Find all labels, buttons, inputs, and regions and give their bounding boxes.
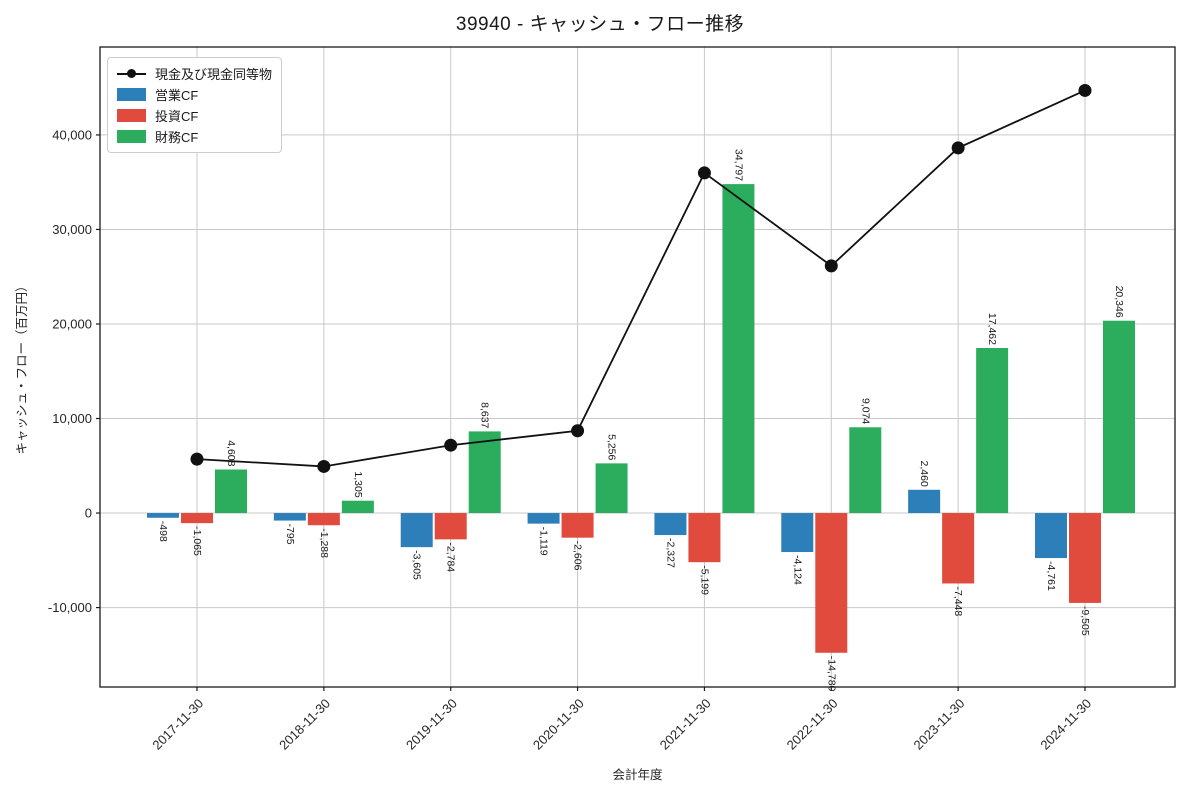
bar-operating-cf-2019-11-30: [400, 513, 433, 548]
bar-value-label: 17,462: [986, 313, 998, 345]
bar-value-label: 5,256: [606, 434, 618, 460]
x-tick-label: 2022-11-30: [784, 696, 841, 753]
bar-investing-cf-2020-11-30: [561, 513, 594, 538]
plot-border: [99, 46, 1176, 688]
bar-value-label: -7,448: [952, 586, 964, 616]
bar-value-label: -14,780: [825, 656, 837, 692]
bar-value-label: 4,608: [225, 440, 237, 466]
bar-financing-cf-2023-11-30: [976, 347, 1009, 514]
legend-label: 財務CF: [155, 130, 199, 145]
marker-cash-equivalents-2024-11-30: [1078, 83, 1092, 97]
bar-value-label: -4,761: [1045, 561, 1057, 591]
x-tick-label: 2024-11-30: [1037, 696, 1094, 753]
marker-cash-equivalents-2023-11-30: [951, 141, 965, 155]
bar-value-label: -2,327: [664, 538, 676, 568]
legend: 現金及び現金同等物 営業CF 投資CF 財務CF: [107, 57, 283, 153]
line-marker-sample: [117, 67, 146, 81]
bar-investing-cf-2019-11-30: [434, 513, 467, 540]
legend-swatch-operating-cf: [117, 88, 146, 101]
bar-operating-cf-2021-11-30: [654, 513, 687, 536]
bar-value-label: -3,605: [411, 550, 423, 580]
legend-item-operating-cf: 営業CF: [117, 84, 272, 105]
x-axis-title: 会計年度: [612, 767, 663, 782]
bar-operating-cf-2022-11-30: [781, 513, 814, 553]
bar-value-label: -1,119: [538, 527, 550, 556]
bar-value-label: -1,288: [318, 528, 330, 558]
bar-value-label: 20,346: [1113, 286, 1125, 318]
bar-financing-cf-2018-11-30: [341, 500, 374, 514]
legend-swatch-investing-cf: [117, 109, 146, 122]
marker-cash-equivalents-2022-11-30: [824, 259, 838, 273]
bar-value-label: -2,784: [445, 542, 457, 572]
legend-label: 営業CF: [155, 88, 199, 103]
bar-financing-cf-2020-11-30: [595, 463, 628, 514]
y-tick-label: 40,000: [52, 127, 92, 142]
bar-value-label: 34,797: [732, 149, 744, 181]
bar-value-label: -2,606: [572, 541, 584, 571]
bar-value-label: -1,065: [191, 526, 203, 556]
marker-cash-equivalents-2020-11-30: [571, 424, 585, 438]
bar-value-label: 1,305: [352, 471, 364, 497]
bar-investing-cf-2017-11-30: [181, 513, 213, 524]
x-tick-label: 2023-11-30: [910, 696, 967, 753]
bar-investing-cf-2021-11-30: [688, 513, 721, 563]
legend-item-cash-equivalents: 現金及び現金同等物: [117, 63, 272, 84]
bar-investing-cf-2018-11-30: [307, 513, 340, 526]
bar-value-label: 2,460: [918, 461, 930, 487]
y-axis-title: キャッシュ・フロー（百万円）: [15, 279, 29, 454]
bar-operating-cf-2024-11-30: [1034, 513, 1067, 559]
marker-dot-icon: [127, 69, 136, 78]
marker-cash-equivalents-2018-11-30: [317, 459, 331, 473]
bar-value-label: -498: [157, 521, 169, 542]
x-tick-label: 2021-11-30: [657, 696, 714, 753]
marker-cash-equivalents-2021-11-30: [697, 166, 711, 180]
bar-operating-cf-2017-11-30: [147, 513, 179, 518]
y-tick-label: 0: [85, 506, 92, 521]
bar-value-label: -5,199: [698, 565, 710, 595]
bar-operating-cf-2020-11-30: [527, 513, 560, 524]
x-tick-label: 2018-11-30: [276, 696, 333, 753]
bar-operating-cf-2023-11-30: [908, 489, 941, 514]
bar-operating-cf-2018-11-30: [273, 513, 306, 521]
bar-financing-cf-2017-11-30: [215, 469, 247, 514]
bar-value-label: -9,505: [1079, 606, 1091, 636]
bar-financing-cf-2019-11-30: [468, 431, 501, 514]
legend-item-financing-cf: 財務CF: [117, 126, 272, 147]
x-tick-label: 2017-11-30: [149, 696, 206, 753]
bar-value-label: -4,124: [791, 555, 803, 585]
y-tick-label: -10,000: [48, 600, 92, 615]
legend-label: 現金及び現金同等物: [155, 67, 273, 82]
bar-financing-cf-2022-11-30: [849, 427, 882, 514]
y-tick-label: 30,000: [52, 222, 92, 237]
bar-investing-cf-2023-11-30: [942, 513, 975, 584]
bar-value-label: 9,074: [859, 398, 871, 424]
bar-financing-cf-2021-11-30: [722, 184, 755, 514]
legend-item-investing-cf: 投資CF: [117, 105, 272, 126]
bar-investing-cf-2024-11-30: [1068, 513, 1101, 603]
x-tick-label: 2019-11-30: [403, 696, 460, 753]
line-cash-equivalents: [196, 89, 1086, 468]
bar-value-label: -795: [284, 524, 296, 545]
bar-investing-cf-2022-11-30: [815, 513, 848, 653]
legend-swatch-financing-cf: [117, 130, 146, 143]
y-tick-label: 10,000: [52, 411, 92, 426]
chart-title: 39940 - キャッシュ・フロー推移: [455, 14, 745, 35]
marker-cash-equivalents-2017-11-30: [190, 452, 204, 466]
marker-cash-equivalents-2019-11-30: [444, 438, 458, 452]
bar-value-label: 8,637: [479, 402, 491, 428]
bar-financing-cf-2024-11-30: [1102, 320, 1135, 514]
legend-label: 投資CF: [155, 109, 199, 124]
y-tick-label: 20,000: [52, 316, 92, 331]
x-tick-label: 2020-11-30: [530, 696, 587, 753]
